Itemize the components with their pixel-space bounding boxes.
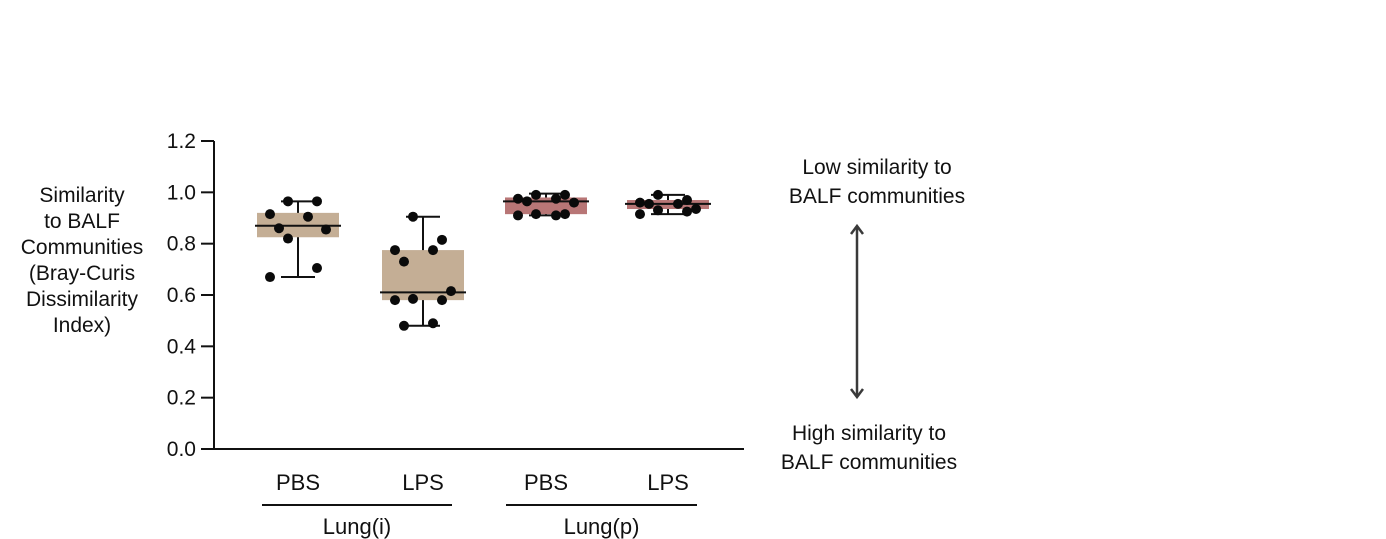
x-tick-label: LPS <box>647 470 689 495</box>
annotation-line: Low similarity to <box>802 156 952 179</box>
data-point <box>560 209 570 220</box>
data-point <box>399 320 409 331</box>
y-axis-title-line: Communities <box>20 236 144 259</box>
x-tick-label: PBS <box>276 470 320 495</box>
group-label: Lung(p) <box>564 514 640 539</box>
data-point <box>691 204 701 215</box>
annotation-high-similarity: High similarity to BALF communities <box>739 419 999 477</box>
data-point <box>428 245 438 256</box>
arrow-head-up <box>850 223 864 235</box>
data-point <box>274 223 284 234</box>
data-point <box>560 189 570 200</box>
data-point <box>390 245 400 256</box>
data-point <box>522 196 532 207</box>
y-axis-title: Similarity to BALF Communities (Bray-Cur… <box>6 183 158 339</box>
y-axis-title-line: (Bray-Curis <box>28 262 136 285</box>
y-tick-label: 1.2 <box>167 130 196 153</box>
arrow-head-down <box>850 388 864 400</box>
data-point <box>569 197 579 208</box>
data-point <box>653 205 663 216</box>
annotation-line: BALF communities <box>780 451 958 474</box>
data-point <box>390 295 400 306</box>
y-tick-label: 0.2 <box>167 387 196 410</box>
data-point <box>408 293 418 304</box>
data-point <box>635 197 645 208</box>
data-point <box>303 211 313 222</box>
data-point <box>446 286 456 297</box>
data-point <box>653 189 663 200</box>
data-point <box>644 198 654 209</box>
data-point <box>531 209 541 220</box>
data-point <box>312 196 322 207</box>
x-tick-label: LPS <box>402 470 444 495</box>
data-point <box>437 295 447 306</box>
annotation-low-similarity: Low similarity to BALF communities <box>747 153 1007 211</box>
y-tick-label: 0.4 <box>167 335 197 358</box>
y-axis-title-line: to BALF <box>44 210 120 233</box>
data-point <box>321 224 331 235</box>
y-tick-label: 1.0 <box>167 181 196 204</box>
y-tick-label: 0.6 <box>167 284 196 307</box>
x-tick-label: PBS <box>524 470 568 495</box>
data-point <box>635 209 645 220</box>
y-axis-title-line: Dissimilarity <box>26 288 138 311</box>
data-point <box>437 234 447 245</box>
y-tick-label: 0.8 <box>167 233 196 256</box>
data-point <box>399 256 409 267</box>
data-point <box>531 189 541 200</box>
y-tick-label: 0.0 <box>167 438 196 461</box>
data-point <box>551 210 561 221</box>
group-label: Lung(i) <box>323 514 391 539</box>
data-point <box>513 193 523 204</box>
data-point <box>513 210 523 221</box>
annotation-line: BALF communities <box>788 185 966 208</box>
annotation-line: High similarity to <box>791 422 947 445</box>
data-point <box>312 263 322 274</box>
data-point <box>283 196 293 207</box>
data-point <box>682 206 692 217</box>
data-point <box>673 198 683 209</box>
y-axis-title-line: Similarity <box>39 184 125 207</box>
data-point <box>682 195 692 206</box>
data-point <box>265 272 275 283</box>
y-axis-title-line: Index) <box>52 314 112 337</box>
data-point <box>283 233 293 244</box>
data-point <box>551 193 561 204</box>
data-point <box>408 211 418 222</box>
data-point <box>428 318 438 329</box>
data-point <box>265 209 275 220</box>
